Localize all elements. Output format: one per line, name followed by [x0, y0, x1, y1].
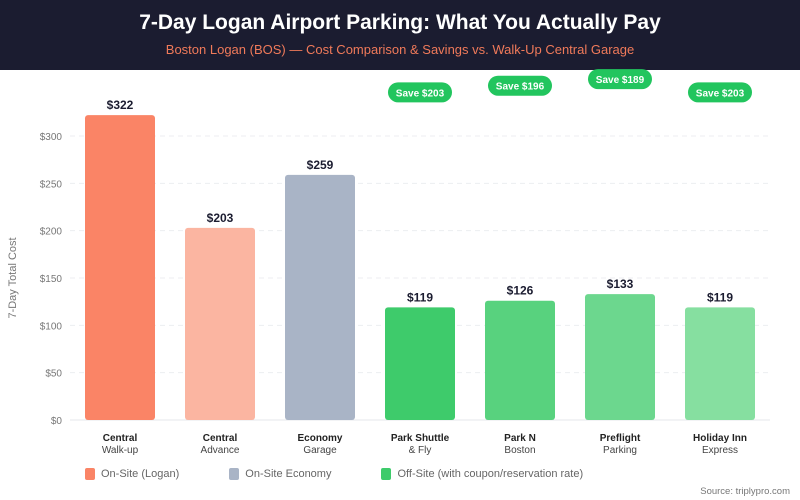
x-tick-label: Economy — [297, 433, 342, 444]
bar — [485, 300, 555, 420]
data-label: $133 — [607, 277, 634, 291]
legend-label: Off-Site (with coupon/reservation rate) — [397, 468, 584, 480]
savings-badge-label: Save $203 — [396, 88, 445, 99]
bar — [185, 227, 255, 420]
x-tick-sublabel: Walk-up — [102, 445, 139, 456]
savings-badge-label: Save $203 — [696, 88, 745, 99]
y-tick-label: $100 — [40, 321, 63, 332]
x-tick-label: Holiday Inn — [693, 433, 747, 444]
savings-badge — [688, 82, 752, 103]
source-note: Source: triplypro.com — [700, 486, 790, 497]
x-tick-sublabel: Advance — [201, 445, 240, 456]
bar — [385, 307, 455, 420]
bar — [285, 174, 355, 420]
bar — [85, 115, 155, 420]
header: 7-Day Logan Airport Parking: What You Ac… — [0, 0, 800, 70]
data-label: $203 — [207, 211, 234, 225]
y-tick-label: $300 — [40, 132, 63, 143]
legend-swatch — [85, 468, 95, 480]
legend-item: On-Site (Logan) — [85, 468, 179, 480]
data-label: $119 — [407, 290, 433, 304]
y-tick-label: $0 — [51, 416, 63, 427]
x-tick-sublabel: & Fly — [409, 445, 432, 456]
legend-swatch — [229, 468, 240, 480]
savings-badge-label: Save $196 — [496, 82, 545, 93]
savings-badge-label: Save $189 — [596, 75, 645, 86]
legend-label: On-Site Economy — [245, 468, 332, 480]
legend-item: On-Site Economy — [229, 468, 331, 480]
data-label: $259 — [307, 158, 334, 172]
x-tick-label: Central — [203, 433, 238, 444]
data-label: $119 — [707, 290, 733, 304]
y-tick-label: $50 — [45, 369, 62, 380]
x-tick-sublabel: Express — [702, 445, 738, 456]
chart-subtitle: Boston Logan (BOS) — Cost Comparison & S… — [165, 42, 635, 57]
savings-badge — [488, 75, 552, 96]
x-tick-label: Central — [103, 433, 138, 444]
y-tick-label: $150 — [40, 274, 63, 285]
x-tick-label: Preflight — [600, 433, 641, 444]
bar — [685, 307, 755, 420]
x-tick-sublabel: Garage — [303, 445, 337, 456]
x-tick-sublabel: Boston — [504, 445, 535, 456]
x-tick-sublabel: Parking — [603, 445, 637, 456]
chart-title: 7-Day Logan Airport Parking: What You Ac… — [139, 11, 661, 34]
savings-badge — [388, 82, 452, 103]
legend-swatch — [381, 468, 392, 480]
data-label: $126 — [507, 284, 534, 298]
x-tick-label: Park N — [504, 433, 536, 444]
legend: On-Site (Logan) On-Site Economy Off-Site… — [85, 468, 633, 480]
legend-item: Off-Site (with coupon/reservation rate) — [381, 468, 583, 480]
y-tick-label: $200 — [40, 227, 63, 238]
legend-label: On-Site (Logan) — [101, 468, 180, 480]
bar — [585, 294, 655, 420]
data-label: $322 — [107, 98, 134, 112]
x-tick-label: Park Shuttle — [391, 433, 450, 444]
savings-badge — [588, 69, 652, 90]
y-tick-label: $250 — [40, 179, 63, 190]
y-axis-label: 7-Day Total Cost — [7, 237, 19, 318]
